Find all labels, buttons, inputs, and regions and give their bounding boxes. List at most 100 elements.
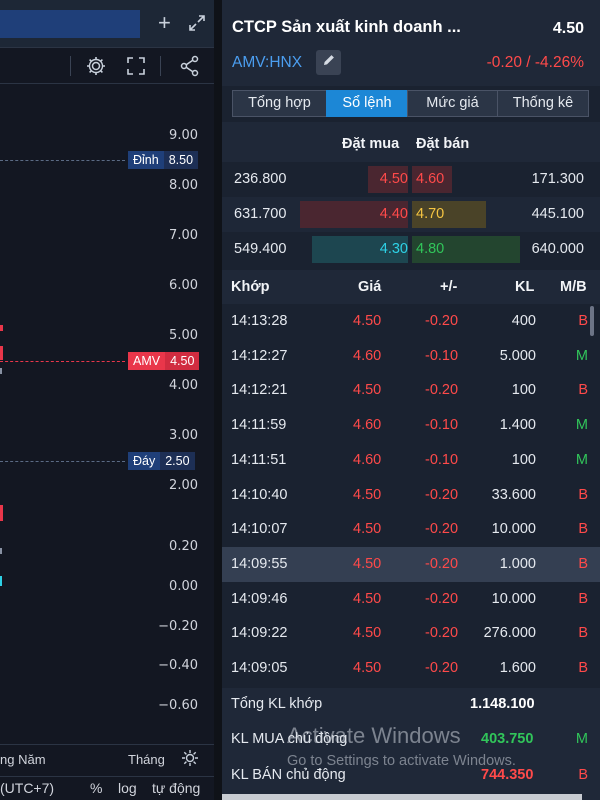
match-row: 14:10:07 4.50 -0.20 10.000 B: [222, 512, 600, 547]
match-time: 14:13:28: [231, 313, 288, 329]
candle-fragment: [0, 505, 3, 521]
range-month-button[interactable]: Tháng: [128, 752, 165, 767]
match-list[interactable]: 14:13:28 4.50 -0.20 400 B 14:12:27 4.60 …: [222, 304, 600, 686]
sell-volume: 445.100: [531, 206, 584, 222]
match-row: 14:12:21 4.50 -0.20 100 B: [222, 373, 600, 408]
range-year-button[interactable]: ng Năm: [0, 752, 46, 767]
match-change: -0.20: [425, 486, 459, 503]
price-tick: 5.00: [169, 328, 198, 343]
order-book-header: Đặt mua Đặt bán: [222, 122, 600, 162]
match-side: B: [578, 521, 588, 538]
auto-toggle[interactable]: tự động: [152, 780, 201, 796]
match-volume: 100: [511, 382, 536, 399]
plus-icon[interactable]: +: [158, 10, 171, 35]
match-change: -0.20: [425, 555, 459, 572]
horizontal-scrollbar[interactable]: [222, 794, 582, 800]
fullscreen-icon[interactable]: [124, 54, 148, 78]
low-price-line: [0, 461, 125, 462]
match-price: 4.50: [353, 313, 382, 329]
indicator-tick: −0.40: [158, 658, 198, 673]
company-name: CTCP Sản xuất kinh doanh ...: [232, 18, 461, 36]
sell-price[interactable]: 4.60: [416, 171, 445, 187]
panel-tabs: Tổng hợp Sổ lệnh Mức giá Thống kê: [232, 90, 592, 117]
buy-price[interactable]: 4.30: [379, 241, 408, 257]
match-list-scrollbar[interactable]: [590, 306, 594, 336]
price-tick: 3.00: [169, 428, 198, 443]
match-row: 14:11:59 4.60 -0.10 1.400 M: [222, 408, 600, 443]
sell-depth-bar: [412, 236, 520, 263]
tab-statistics[interactable]: Thống kê: [497, 90, 589, 117]
gear-icon[interactable]: [84, 54, 108, 78]
indicator-fragment: [0, 576, 2, 586]
match-row: 14:11:51 4.60 -0.10 100 M: [222, 443, 600, 478]
match-price: 4.60: [353, 347, 382, 364]
price-change: -0.20 / -4.26%: [486, 54, 584, 71]
percent-toggle[interactable]: %: [90, 780, 103, 796]
match-side: B: [578, 590, 588, 607]
match-side: B: [578, 382, 588, 399]
match-side: B: [578, 313, 588, 329]
timezone-label[interactable]: (UTC+7): [0, 780, 55, 796]
match-row: 14:09:46 4.50 -0.20 10.000 B: [222, 582, 600, 617]
match-side: B: [578, 660, 588, 676]
pane-divider[interactable]: [214, 0, 222, 800]
price-tick: 6.00: [169, 278, 198, 293]
match-time: 14:11:51: [231, 451, 287, 468]
header-side: M/B: [560, 279, 587, 295]
indicator-tick: 0.20: [169, 539, 198, 554]
chart-toolbar: [0, 48, 214, 84]
match-change: -0.10: [425, 451, 459, 468]
match-price: 4.50: [353, 625, 382, 642]
match-side: M: [575, 417, 588, 434]
price-tick: 7.00: [169, 228, 198, 243]
high-value: 8.50: [163, 151, 199, 169]
expand-icon[interactable]: [188, 14, 206, 36]
chart-topbar: +: [0, 0, 214, 48]
log-toggle[interactable]: log: [118, 780, 137, 796]
ticker-symbol[interactable]: AMV:HNX: [232, 54, 303, 71]
match-change: -0.20: [425, 382, 459, 399]
match-list-header: Khớp Giá +/- KL M/B: [222, 270, 600, 304]
match-time: 14:09:22: [231, 625, 288, 642]
buy-volume: 236.800: [234, 171, 287, 187]
price-chart[interactable]: + 9.00 8.00 7.00 6.00 5.00 4.00 3.00 2.0…: [0, 0, 214, 800]
header-price: Giá: [358, 279, 382, 295]
tab-price-levels[interactable]: Mức giá: [407, 90, 498, 117]
match-volume: 400: [511, 313, 536, 329]
candle-fragment: [0, 346, 3, 360]
tab-summary[interactable]: Tổng hợp: [232, 90, 327, 117]
buy-price[interactable]: 4.40: [379, 206, 408, 222]
match-price: 4.50: [353, 486, 382, 503]
buy-volume: 549.400: [234, 241, 287, 257]
match-row-highlighted: 14:09:55 4.50 -0.20 1.000 B: [222, 546, 600, 582]
match-price: 4.50: [353, 382, 382, 399]
match-side: B: [578, 625, 588, 642]
tab-order-book[interactable]: Sổ lệnh: [326, 90, 408, 117]
match-change: -0.20: [425, 660, 459, 676]
price-tick: 9.00: [169, 128, 198, 143]
sell-price[interactable]: 4.70: [416, 206, 445, 222]
active-buy-row: KL MUA chủ động 403.750 M: [222, 723, 600, 757]
time-range-bar: ng Năm Tháng: [0, 744, 214, 774]
edit-symbol-button[interactable]: [316, 50, 341, 75]
indicator-tick: −0.20: [158, 619, 198, 634]
volume-totals: Tổng KL khớp 1.148.100 KL MUA chủ động 4…: [222, 688, 600, 800]
match-time: 14:09:05: [231, 660, 288, 676]
price-tick: 8.00: [169, 178, 198, 193]
match-volume: 1.400: [499, 417, 536, 434]
buy-price[interactable]: 4.50: [379, 171, 408, 187]
active-buy-label: KL MUA chủ động: [231, 731, 348, 747]
match-price: 4.50: [353, 660, 382, 676]
match-volume: 276.000: [483, 625, 536, 642]
high-price-line: [0, 160, 125, 161]
high-label: Đỉnh: [133, 153, 159, 167]
buy-depth-bar: [300, 201, 408, 228]
current-label: AMV: [133, 354, 161, 368]
share-icon[interactable]: [178, 54, 202, 78]
match-volume: 1.600: [499, 660, 536, 676]
match-price: 4.50: [353, 555, 382, 572]
sun-icon[interactable]: [180, 748, 200, 773]
sell-price[interactable]: 4.80: [416, 241, 445, 257]
active-sell-row: KL BÁN chủ động 744.350 B: [222, 759, 600, 793]
symbol-search-bar[interactable]: [0, 10, 140, 38]
